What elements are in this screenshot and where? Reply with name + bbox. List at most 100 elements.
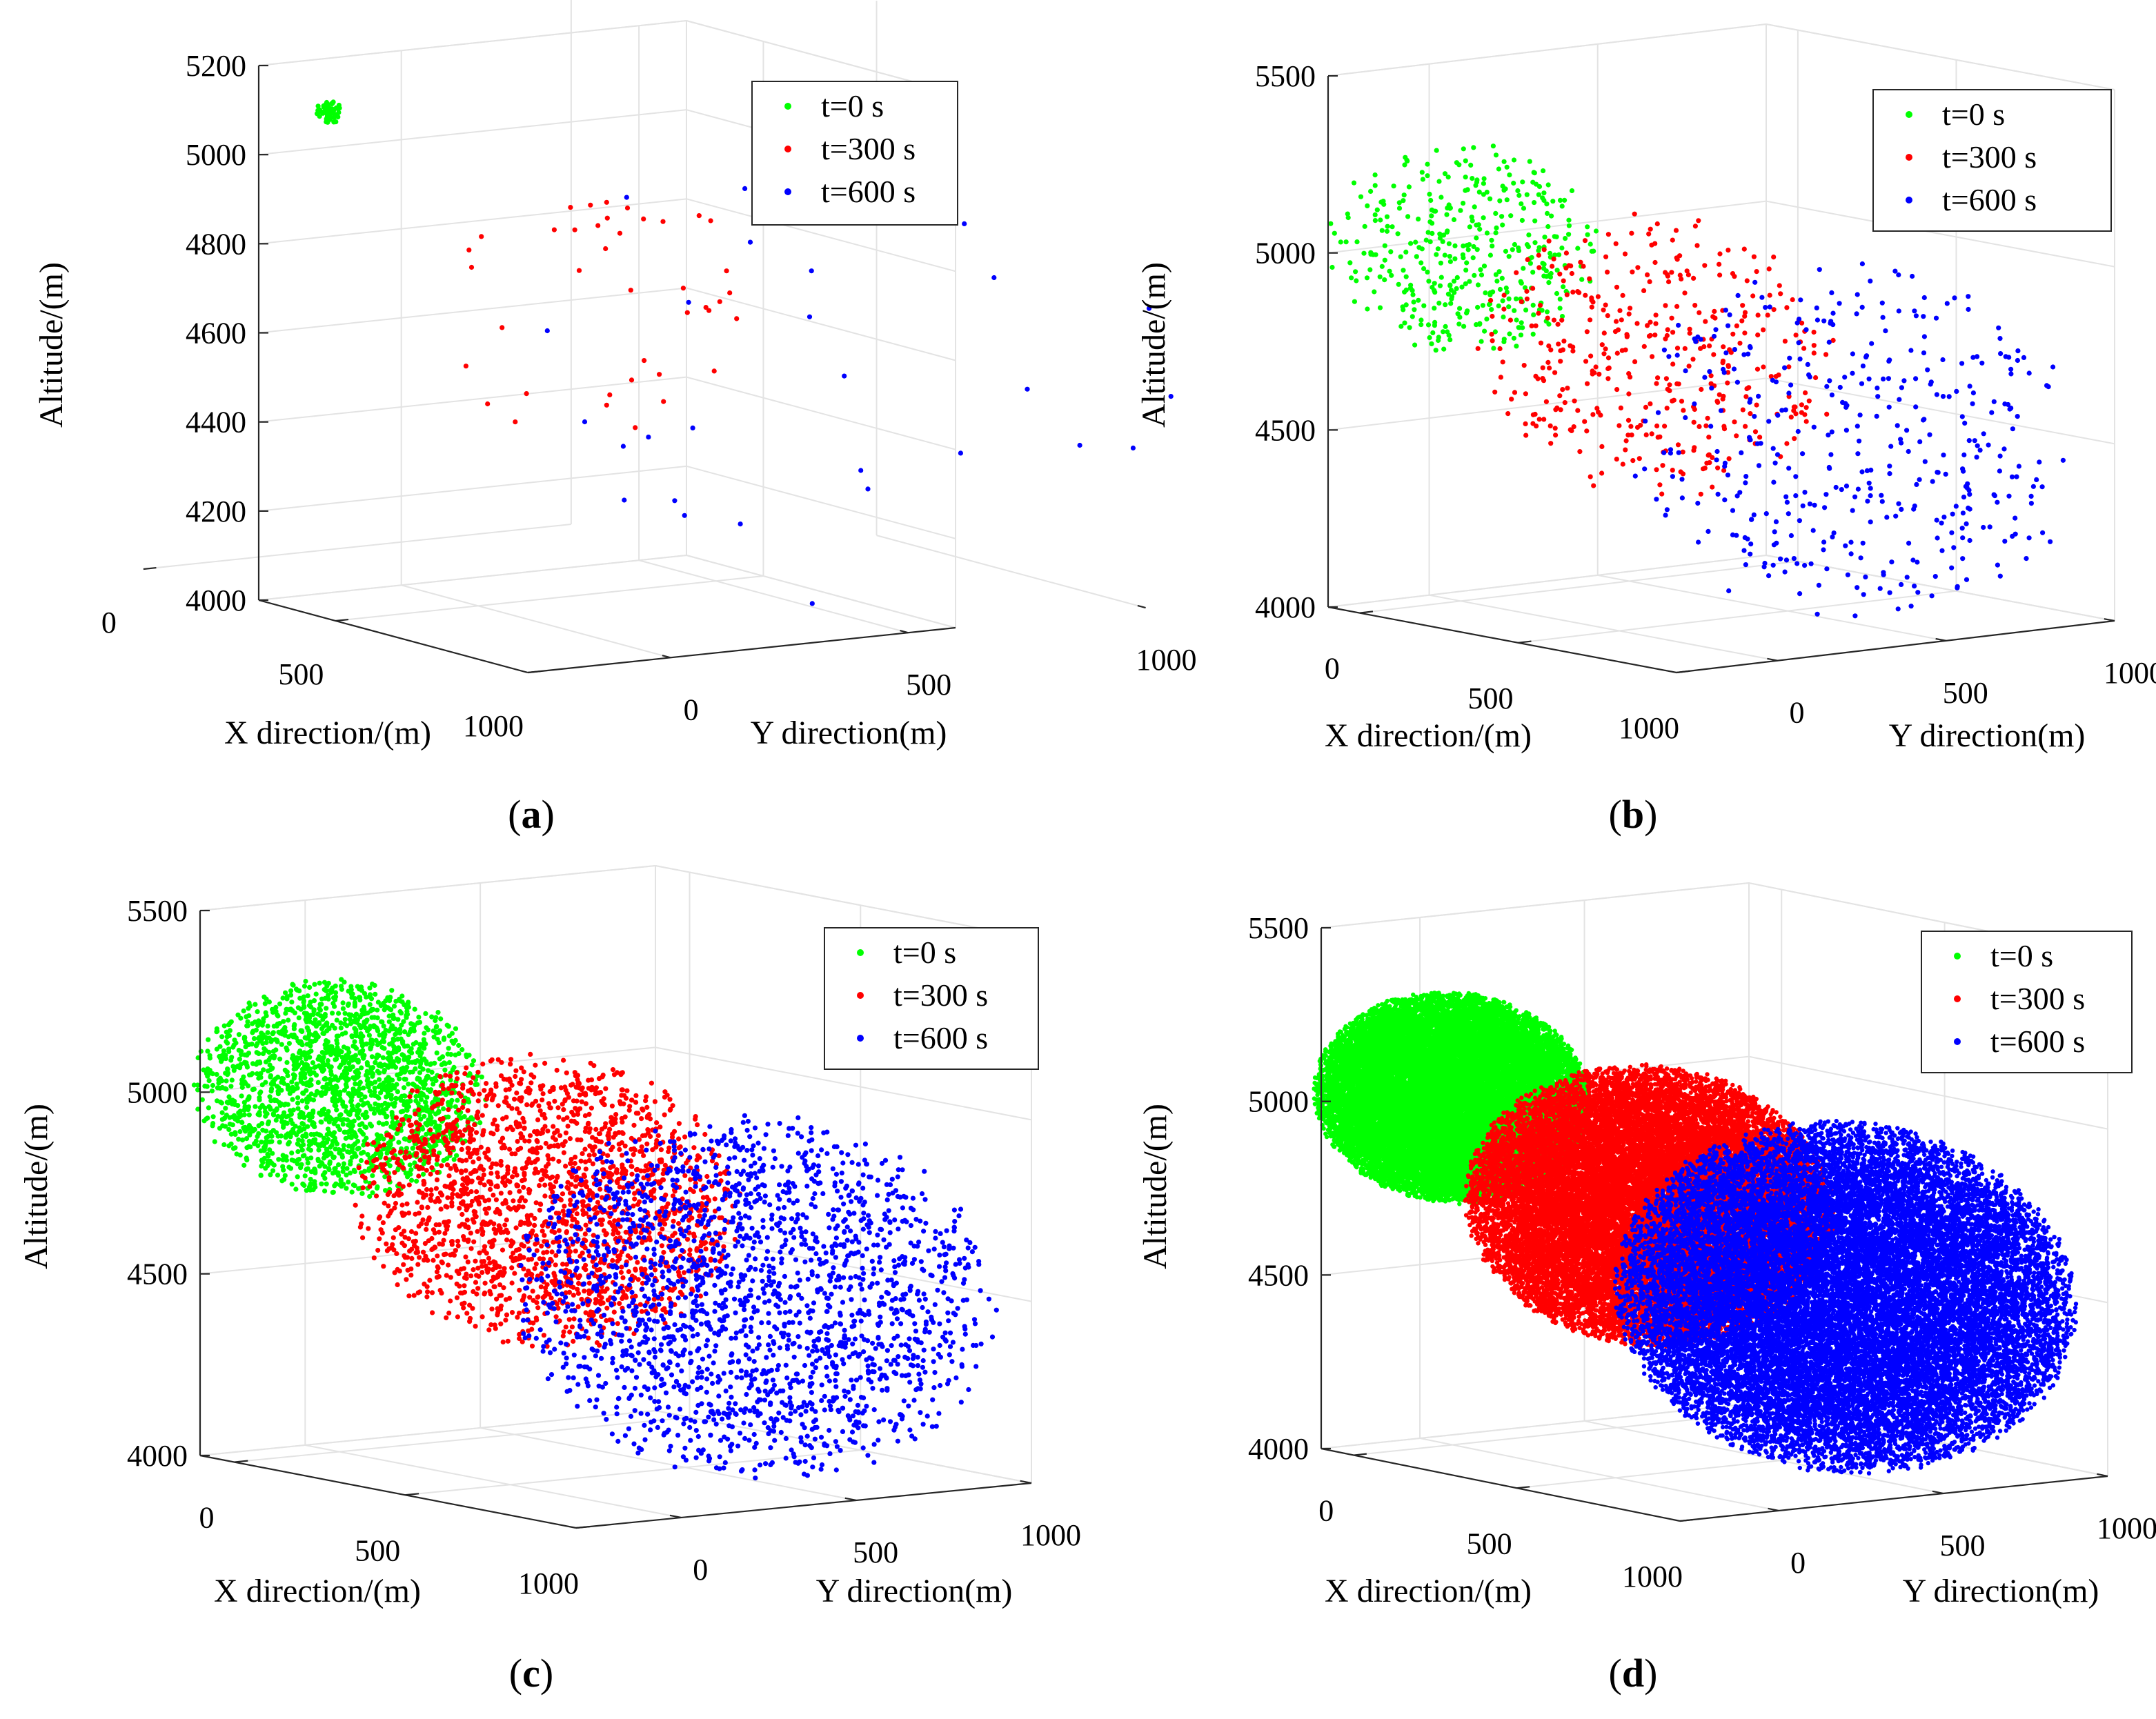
data-point xyxy=(1485,230,1490,235)
data-point xyxy=(449,1091,454,1095)
data-point xyxy=(1502,292,1507,297)
data-point xyxy=(218,1100,223,1104)
data-point xyxy=(1408,241,1413,246)
data-point xyxy=(364,1019,368,1024)
data-point xyxy=(300,1091,305,1095)
data-point xyxy=(1603,346,1608,351)
data-point xyxy=(1830,535,1834,539)
data-point xyxy=(1670,468,1675,473)
data-point xyxy=(1701,466,1705,471)
data-point xyxy=(621,444,626,448)
data-point xyxy=(1605,376,1610,381)
data-point xyxy=(1425,162,1430,167)
data-point xyxy=(357,1122,362,1127)
z-tick-label: 4600 xyxy=(186,317,246,350)
data-point xyxy=(1855,451,1860,456)
data-point xyxy=(295,1086,300,1091)
data-point xyxy=(532,1266,537,1271)
data-point xyxy=(313,1038,317,1043)
data-point xyxy=(316,1148,321,1153)
data-point xyxy=(517,1247,522,1252)
data-point xyxy=(339,987,344,992)
data-point xyxy=(2061,458,2066,463)
data-point xyxy=(1522,363,1527,368)
data-point xyxy=(1886,376,1891,381)
data-point xyxy=(1368,189,1373,194)
data-point xyxy=(1546,182,1551,187)
data-point xyxy=(1630,458,1635,463)
panel-caption-letter: b xyxy=(1622,792,1644,837)
data-point xyxy=(1599,444,1604,449)
data-point xyxy=(368,1037,373,1042)
data-point xyxy=(419,1205,424,1210)
data-point xyxy=(413,1066,417,1071)
data-point xyxy=(1887,471,1892,476)
data-point xyxy=(350,1034,355,1039)
data-point xyxy=(1521,266,1525,271)
data-point xyxy=(1429,213,1434,218)
data-point xyxy=(1858,413,1863,417)
data-point xyxy=(1677,253,1682,258)
data-point xyxy=(324,984,329,988)
data-point xyxy=(1544,201,1549,206)
data-point xyxy=(1621,461,1625,466)
data-point xyxy=(1970,401,1975,406)
data-point xyxy=(2040,484,2045,489)
data-point xyxy=(305,1042,310,1046)
data-point xyxy=(242,1036,247,1041)
data-point xyxy=(1688,327,1692,332)
data-point xyxy=(1752,255,1757,259)
data-point xyxy=(681,286,686,290)
data-point xyxy=(1566,232,1571,237)
data-point xyxy=(1381,202,1386,207)
data-point xyxy=(1788,383,1793,388)
data-point xyxy=(661,399,666,404)
data-point xyxy=(1501,359,1505,364)
data-point xyxy=(228,1084,233,1089)
data-point xyxy=(253,1002,257,1007)
data-point xyxy=(271,1030,276,1035)
data-point xyxy=(433,1018,437,1023)
data-point xyxy=(1950,512,1955,517)
data-point xyxy=(1542,247,1547,252)
data-point xyxy=(629,288,633,292)
data-point xyxy=(282,1102,287,1107)
data-point xyxy=(227,1033,232,1038)
data-point xyxy=(239,1062,244,1066)
data-point xyxy=(1725,381,1730,386)
data-point xyxy=(1665,272,1670,277)
data-point xyxy=(642,358,646,363)
data-point xyxy=(349,995,354,1000)
data-point xyxy=(408,1162,413,1167)
data-point xyxy=(330,1011,335,1015)
data-point xyxy=(1856,487,1861,492)
data-point xyxy=(1025,387,1029,392)
data-point xyxy=(1823,492,1828,497)
data-point xyxy=(1577,449,1582,454)
data-point xyxy=(1443,302,1447,307)
data-point xyxy=(1975,455,1979,459)
data-point xyxy=(1752,280,1757,285)
data-point xyxy=(1457,306,1462,311)
data-point xyxy=(1630,270,1634,275)
data-point xyxy=(259,1173,264,1178)
data-point xyxy=(230,1045,235,1050)
data-point xyxy=(341,1000,346,1005)
data-point xyxy=(1896,272,1901,277)
z-tick-label: 4500 xyxy=(1255,413,1316,447)
data-point xyxy=(1463,268,1468,272)
data-point xyxy=(1615,350,1620,355)
data-point xyxy=(1487,197,1492,201)
data-point xyxy=(269,1086,274,1091)
data-point xyxy=(1767,266,1772,271)
data-point xyxy=(1698,346,1703,351)
data-point xyxy=(399,1052,404,1057)
data-point xyxy=(353,1169,357,1174)
data-point xyxy=(1404,302,1409,307)
data-point xyxy=(316,1143,321,1148)
data-point xyxy=(295,1174,300,1179)
data-point xyxy=(1382,277,1387,282)
data-point xyxy=(1482,264,1487,268)
data-point xyxy=(304,1167,309,1172)
data-point xyxy=(331,119,336,124)
